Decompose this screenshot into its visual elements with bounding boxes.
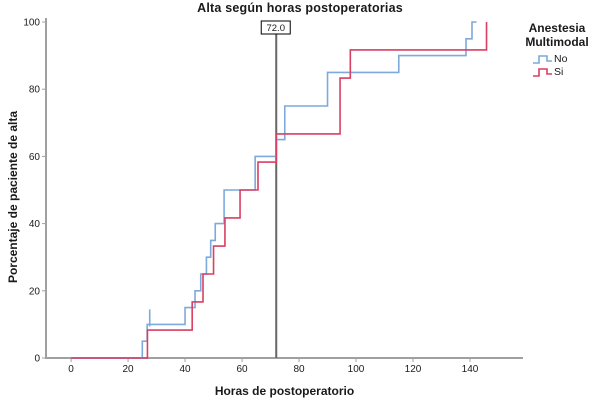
svg-text:20: 20 <box>123 364 135 375</box>
svg-text:100: 100 <box>348 364 365 375</box>
legend-title: Anestesia Multimodal <box>514 21 600 50</box>
reference-line-label-box <box>260 20 291 35</box>
svg-text:0: 0 <box>34 354 40 365</box>
x-axis-label: Horas de postoperatorio <box>214 384 355 398</box>
legend-title-line2: Multimodal <box>525 34 589 49</box>
axes <box>45 18 523 359</box>
series-curve-si <box>71 22 488 359</box>
chart-title: Alta según horas postoperatorias <box>197 1 403 15</box>
svg-text:20: 20 <box>29 286 41 297</box>
reference-line-label: 72.0 <box>266 23 285 34</box>
reference-line: 72.0 <box>260 20 291 358</box>
svg-text:60: 60 <box>29 152 41 163</box>
series-curve-no <box>71 21 477 359</box>
legend: Anestesia Multimodal No Si <box>514 21 600 79</box>
svg-text:0: 0 <box>68 364 74 375</box>
legend-title-line1: Anestesia <box>528 21 586 35</box>
tick-labels: 0 20 40 60 80 100 120 140 0 20 40 60 80 100 <box>23 18 478 376</box>
svg-text:40: 40 <box>179 364 191 375</box>
svg-text:80: 80 <box>29 85 41 96</box>
svg-text:60: 60 <box>236 364 248 375</box>
svg-text:80: 80 <box>293 364 305 375</box>
legend-item-no: No <box>532 53 600 66</box>
legend-label-si: Si <box>554 66 564 79</box>
svg-text:140: 140 <box>462 364 479 375</box>
legend-label-no: No <box>554 53 568 66</box>
svg-text:120: 120 <box>405 364 422 375</box>
step-line-glyph-si <box>533 68 552 77</box>
step-line-glyph-no <box>533 55 552 64</box>
legend-item-si: Si <box>532 66 600 79</box>
legend-items: No Si <box>514 53 600 79</box>
svg-text:40: 40 <box>29 219 41 230</box>
svg-text:100: 100 <box>23 18 40 29</box>
